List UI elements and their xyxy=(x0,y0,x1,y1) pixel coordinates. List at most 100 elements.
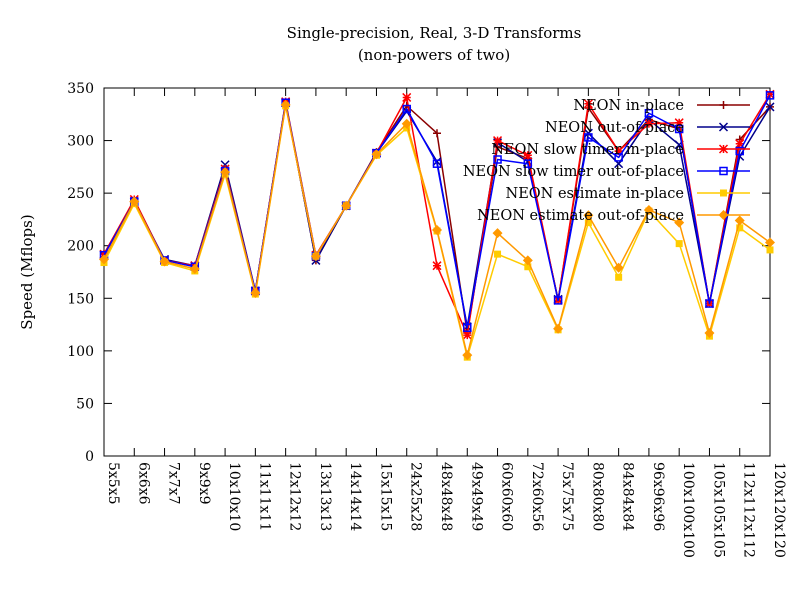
y-tick-label: 200 xyxy=(67,239,94,255)
x-tick-label: 49x49x49 xyxy=(468,462,484,531)
legend-item: NEON estimate out-of-place xyxy=(477,208,750,224)
data-point xyxy=(492,228,503,239)
data-point xyxy=(719,166,728,176)
data-point xyxy=(494,250,502,258)
y-tick-label: 150 xyxy=(67,291,94,307)
y-tick-label: 300 xyxy=(67,134,94,150)
data-point xyxy=(718,144,729,154)
data-point xyxy=(584,219,592,227)
data-point xyxy=(523,159,533,168)
data-point xyxy=(613,262,624,273)
legend-label: NEON slow timer in-place xyxy=(491,142,684,158)
data-point xyxy=(718,122,729,132)
chart-title: Single-precision, Real, 3-D Transforms xyxy=(287,24,582,42)
data-point xyxy=(765,89,775,99)
x-tick-label: 9x9x9 xyxy=(196,462,212,505)
data-point xyxy=(250,288,261,299)
data-point xyxy=(583,210,594,221)
data-point xyxy=(432,224,442,235)
legend-label: NEON slow timer out-of-place xyxy=(463,164,684,180)
x-tick-label: 12x12x12 xyxy=(287,462,303,531)
data-point xyxy=(583,99,593,109)
x-tick-label: 84x84x84 xyxy=(620,462,636,531)
legend: NEON in-place NEON out-of-place NEON slow … xyxy=(463,98,750,224)
legend-label: NEON in-place xyxy=(573,98,684,114)
data-point xyxy=(734,215,745,226)
y-tick-label: 250 xyxy=(67,186,94,202)
data-point xyxy=(674,118,684,128)
data-point xyxy=(401,118,412,129)
data-point xyxy=(524,263,532,271)
data-point xyxy=(220,167,231,178)
legend-label: NEON estimate in-place xyxy=(506,186,685,202)
x-tick-label: 60x60x60 xyxy=(499,462,515,531)
data-point xyxy=(341,200,352,211)
x-tick-label: 13x13x13 xyxy=(317,462,333,531)
series-6 xyxy=(99,99,775,361)
x-tick-label: 15x15x15 xyxy=(377,462,393,531)
x-tick-label: 105x105x105 xyxy=(710,462,726,558)
y-tick-label: 350 xyxy=(67,81,94,97)
x-tick-label: 24x25x28 xyxy=(408,462,424,531)
data-point xyxy=(718,210,729,220)
data-point xyxy=(433,129,441,138)
data-point xyxy=(674,217,685,228)
x-tick-label: 10x10x10 xyxy=(226,462,242,531)
data-point xyxy=(765,91,775,100)
data-point xyxy=(432,261,442,271)
x-tick-label: 112x112x112 xyxy=(741,462,757,558)
x-tick-label: 5x5x5 xyxy=(105,462,121,505)
data-point xyxy=(765,102,775,112)
data-point xyxy=(644,108,654,118)
data-point xyxy=(432,159,442,168)
data-point xyxy=(674,124,684,134)
x-tick-label: 100x100x100 xyxy=(680,462,696,558)
data-point xyxy=(736,224,744,232)
data-point xyxy=(614,153,623,162)
x-tick-label: 72x60x56 xyxy=(529,462,545,531)
x-tick-label: 7x7x7 xyxy=(166,462,182,505)
x-tick-label: 96x96x96 xyxy=(650,462,666,531)
data-point xyxy=(766,246,774,254)
data-point xyxy=(99,254,109,265)
chart-subtitle: (non-powers of two) xyxy=(358,46,510,64)
data-point xyxy=(280,99,291,110)
data-point xyxy=(522,255,533,266)
series-layer xyxy=(99,89,775,361)
data-point xyxy=(402,104,411,114)
data-point xyxy=(584,133,593,142)
data-point xyxy=(189,263,200,274)
x-tick-label: 14x14x14 xyxy=(347,462,363,531)
data-point xyxy=(402,92,412,102)
data-point xyxy=(765,237,775,248)
data-point xyxy=(735,146,744,156)
data-point xyxy=(493,136,503,146)
data-point xyxy=(129,196,140,207)
data-point xyxy=(675,240,683,248)
data-point xyxy=(720,189,727,197)
data-point xyxy=(704,327,715,338)
data-point xyxy=(371,149,382,160)
data-point xyxy=(705,299,714,308)
data-point xyxy=(644,119,654,129)
data-point xyxy=(462,330,472,340)
data-point xyxy=(159,256,170,267)
data-point xyxy=(493,155,502,164)
legend-label: NEON out-of-place xyxy=(545,120,684,136)
x-tick-label: 6x6x6 xyxy=(135,462,151,505)
data-point xyxy=(310,251,321,262)
y-axis-label: Speed (Mflops) xyxy=(18,214,36,329)
data-point xyxy=(735,139,745,149)
legend-item: NEON estimate in-place xyxy=(506,186,750,202)
data-point xyxy=(615,273,623,281)
legend-label: NEON estimate out-of-place xyxy=(477,208,684,224)
axes: 0 50 100 150 200 250 300 350 5x5x5 6x6x6 7x7x7 9x9x… xyxy=(67,81,787,558)
legend-item: NEON slow timer out-of-place xyxy=(463,164,750,180)
data-point xyxy=(719,101,728,109)
data-point xyxy=(553,323,564,334)
legend-item: NEON slow timer in-place xyxy=(491,142,750,158)
x-tick-label: 11x11x11 xyxy=(256,462,272,531)
data-point xyxy=(614,146,624,156)
y-tick-label: 50 xyxy=(76,396,94,412)
